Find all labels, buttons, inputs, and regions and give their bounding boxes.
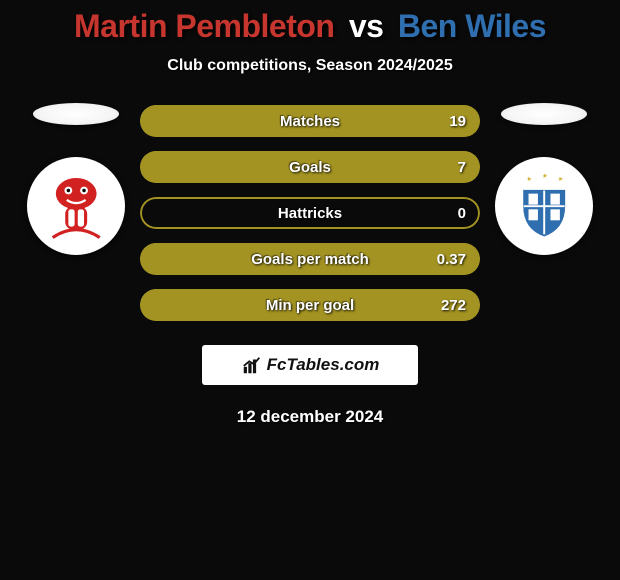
stat-bars: Matches 19 Goals 7 Hattricks 0 Goals per match… bbox=[140, 103, 480, 321]
huddersfield-icon bbox=[505, 167, 583, 245]
left-column bbox=[26, 103, 126, 255]
player1-name: Martin Pembleton bbox=[74, 8, 334, 44]
stat-bar: Min per goal 272 bbox=[140, 289, 480, 321]
date: 12 december 2024 bbox=[0, 407, 620, 427]
club-badge-left bbox=[27, 157, 125, 255]
chart-icon bbox=[241, 354, 263, 376]
player2-name: Ben Wiles bbox=[398, 8, 546, 44]
stat-value-right: 0 bbox=[458, 205, 466, 222]
stat-bar: Goals per match 0.37 bbox=[140, 243, 480, 275]
stat-value-right: 7 bbox=[458, 159, 466, 176]
stat-bar: Goals 7 bbox=[140, 151, 480, 183]
stat-label: Min per goal bbox=[266, 297, 354, 314]
club-badge-right bbox=[495, 157, 593, 255]
main-row: Matches 19 Goals 7 Hattricks 0 Goals per match… bbox=[0, 103, 620, 321]
watermark: FcTables.com bbox=[202, 345, 418, 385]
page-title: Martin Pembleton vs Ben Wiles bbox=[0, 8, 620, 45]
stat-value-right: 272 bbox=[441, 297, 466, 314]
lincoln-city-icon bbox=[37, 167, 115, 245]
watermark-text: FcTables.com bbox=[267, 355, 380, 375]
player2-avatar-placeholder bbox=[501, 103, 587, 125]
stat-bar: Hattricks 0 bbox=[140, 197, 480, 229]
comparison-infographic: Martin Pembleton vs Ben Wiles Club compe… bbox=[0, 0, 620, 427]
stat-label: Hattricks bbox=[278, 205, 342, 222]
subtitle: Club competitions, Season 2024/2025 bbox=[0, 57, 620, 75]
stat-value-right: 0.37 bbox=[437, 251, 466, 268]
player1-avatar-placeholder bbox=[33, 103, 119, 125]
stat-label: Goals per match bbox=[251, 251, 369, 268]
stat-label: Matches bbox=[280, 113, 340, 130]
stat-label: Goals bbox=[289, 159, 331, 176]
vs-text: vs bbox=[349, 8, 384, 44]
stat-bar: Matches 19 bbox=[140, 105, 480, 137]
right-column bbox=[494, 103, 594, 255]
stat-value-right: 19 bbox=[449, 113, 466, 130]
